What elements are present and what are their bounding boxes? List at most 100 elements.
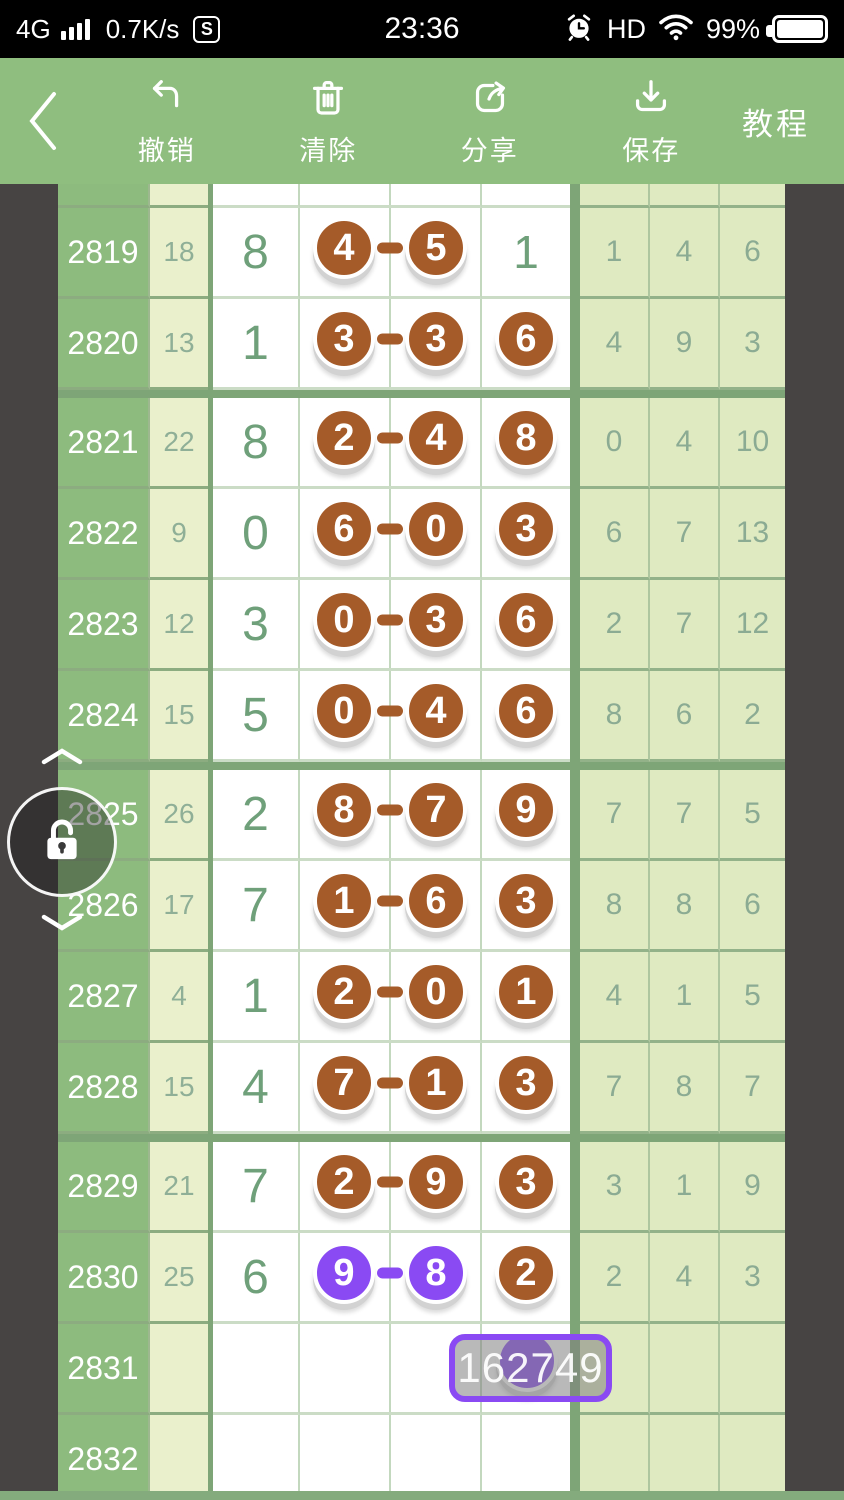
number-circle[interactable]: 7 bbox=[313, 1052, 375, 1114]
chevron-up-icon[interactable] bbox=[41, 748, 83, 770]
number-circle[interactable]: 3 bbox=[495, 498, 557, 560]
third-digit-cell[interactable]: 2 bbox=[482, 1233, 570, 1324]
first-digit-cell[interactable] bbox=[213, 1415, 300, 1500]
third-digit-cell[interactable]: 1 bbox=[482, 952, 570, 1043]
pair-connector-dash bbox=[377, 1077, 403, 1089]
number-circle[interactable]: 4 bbox=[405, 407, 467, 469]
first-digit-cell[interactable]: 8 bbox=[213, 398, 300, 489]
number-circle[interactable]: 3 bbox=[313, 308, 375, 370]
number-circle[interactable]: 4 bbox=[405, 680, 467, 742]
plain-digit: 1 bbox=[513, 226, 539, 278]
first-digit-cell[interactable]: 5 bbox=[213, 671, 300, 762]
third-digit-cell[interactable]: 8 bbox=[482, 398, 570, 489]
number-circle[interactable]: 9 bbox=[405, 1151, 467, 1213]
number-circle[interactable]: 5 bbox=[405, 217, 467, 279]
number-circle[interactable]: 1 bbox=[313, 870, 375, 932]
tutorial-button[interactable]: 教程 bbox=[742, 106, 810, 142]
first-digit-cell[interactable]: 0 bbox=[213, 489, 300, 580]
number-circle[interactable]: 2 bbox=[313, 407, 375, 469]
first-digit-cell[interactable]: 1 bbox=[213, 952, 300, 1043]
first-digit-cell[interactable] bbox=[213, 1324, 300, 1415]
stat-cell: 9 bbox=[650, 299, 720, 390]
number-circle[interactable]: 0 bbox=[405, 961, 467, 1023]
third-digit-cell[interactable]: 3 bbox=[482, 1142, 570, 1233]
number-circle[interactable]: 7 bbox=[405, 779, 467, 841]
table-row: 2826 17 7 1 6 3 8 8 6 bbox=[58, 861, 785, 952]
stat-cell: 7 bbox=[650, 489, 720, 580]
result-badge[interactable]: 162749 bbox=[449, 1334, 612, 1402]
number-circle[interactable]: 6 bbox=[313, 498, 375, 560]
first-digit-cell[interactable]: 2 bbox=[213, 770, 300, 861]
lock-button[interactable] bbox=[7, 787, 117, 897]
number-circle[interactable]: 2 bbox=[313, 961, 375, 1023]
first-digit-cell[interactable] bbox=[213, 184, 300, 208]
third-digit-cell[interactable]: 6 bbox=[482, 299, 570, 390]
number-circle[interactable]: 3 bbox=[495, 870, 557, 932]
third-digit-cell[interactable]: 3 bbox=[482, 489, 570, 580]
third-digit-cell[interactable] bbox=[482, 1415, 570, 1500]
number-circle[interactable]: 8 bbox=[405, 1242, 467, 1304]
third-digit-cell[interactable]: 6 bbox=[482, 671, 570, 762]
stat-cell: 1 bbox=[580, 208, 650, 299]
number-circle[interactable]: 0 bbox=[405, 498, 467, 560]
section-divider bbox=[208, 299, 213, 390]
number-circle[interactable]: 2 bbox=[313, 1151, 375, 1213]
number-circle[interactable]: 6 bbox=[405, 870, 467, 932]
number-circle[interactable]: 0 bbox=[313, 589, 375, 651]
number-circle[interactable]: 3 bbox=[405, 308, 467, 370]
third-digit-cell[interactable]: 1 bbox=[482, 208, 570, 299]
number-circle[interactable]: 3 bbox=[495, 1151, 557, 1213]
save-button[interactable]: 保存 bbox=[622, 75, 680, 168]
first-digit-cell[interactable]: 1 bbox=[213, 299, 300, 390]
first-digit-cell[interactable]: 7 bbox=[213, 1142, 300, 1233]
number-circle[interactable]: 2 bbox=[495, 1242, 557, 1304]
chevron-down-icon[interactable] bbox=[41, 914, 83, 936]
number-circle[interactable]: 9 bbox=[495, 779, 557, 841]
third-digit-cell[interactable] bbox=[482, 184, 570, 208]
number-circle[interactable]: 0 bbox=[313, 680, 375, 742]
third-digit-cell[interactable]: 3 bbox=[482, 1043, 570, 1134]
number-circle[interactable]: 8 bbox=[495, 407, 557, 469]
number-circle[interactable]: 6 bbox=[495, 680, 557, 742]
first-digit-cell[interactable]: 4 bbox=[213, 1043, 300, 1134]
number-circle[interactable]: 8 bbox=[313, 779, 375, 841]
chart-table: 2819 18 8 4 5 1 1 4 6 2820 13 1 3 3 6 4 9 3 2821 22 8 2 4 8 0 4 10… bbox=[58, 184, 785, 1500]
unlock-icon bbox=[35, 813, 89, 872]
pair-cell[interactable] bbox=[300, 184, 482, 208]
number-circle[interactable]: 6 bbox=[495, 589, 557, 651]
network-speed-label: 0.7K/s bbox=[105, 13, 180, 44]
undo-button[interactable]: 撤销 bbox=[138, 75, 196, 168]
number-circle[interactable]: 9 bbox=[313, 1242, 375, 1304]
third-digit-cell[interactable]: 6 bbox=[482, 580, 570, 671]
number-circle[interactable]: 1 bbox=[405, 1052, 467, 1114]
first-digit-cell[interactable]: 8 bbox=[213, 208, 300, 299]
share-button[interactable]: 分享 bbox=[461, 75, 519, 168]
clear-button[interactable]: 清除 bbox=[299, 75, 357, 168]
bottom-edge-bar bbox=[0, 1491, 844, 1500]
first-digit-cell[interactable]: 7 bbox=[213, 861, 300, 952]
number-circle[interactable]: 6 bbox=[495, 308, 557, 370]
third-digit-cell[interactable]: 3 bbox=[482, 861, 570, 952]
number-circle[interactable]: 1 bbox=[495, 961, 557, 1023]
count-cell bbox=[150, 1324, 208, 1415]
number-circle[interactable]: 4 bbox=[313, 217, 375, 279]
pair-cell[interactable] bbox=[300, 1415, 482, 1500]
number-circle[interactable]: 3 bbox=[405, 589, 467, 651]
first-digit-cell[interactable]: 3 bbox=[213, 580, 300, 671]
third-digit-cell[interactable]: 9 bbox=[482, 770, 570, 861]
number-circle[interactable]: 3 bbox=[495, 1052, 557, 1114]
first-digit-cell[interactable]: 6 bbox=[213, 1233, 300, 1324]
back-button[interactable] bbox=[0, 58, 86, 184]
